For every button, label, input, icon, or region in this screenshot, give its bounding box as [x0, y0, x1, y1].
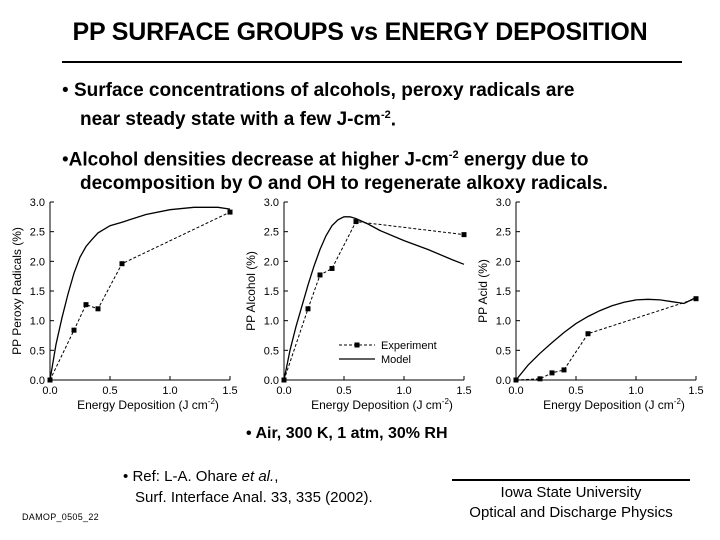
- experiment-point: [71, 327, 77, 333]
- legend-experiment-marker: [354, 342, 360, 348]
- reference-prefix: Ref: L-A. Ohare: [132, 468, 242, 485]
- y-tick-label: 2.5: [496, 227, 511, 239]
- experiment-point: [119, 261, 125, 267]
- y-tick-label: 3.0: [264, 197, 279, 209]
- y-tick-label: 0.5: [496, 345, 511, 357]
- experiment-line: [283, 221, 465, 381]
- x-tick-label: 0.5: [102, 385, 117, 397]
- x-tick-label: 1.5: [456, 385, 471, 397]
- y-axis-label: PP Peroxy Radicals (%): [10, 227, 24, 355]
- experiment-point: [305, 306, 311, 312]
- model-line: [283, 216, 465, 381]
- y-tick-label: 0.0: [30, 375, 45, 387]
- bullet-1-superscript: -2: [380, 109, 391, 121]
- title-underline: [62, 61, 682, 63]
- x-tick-label: 0.5: [568, 385, 583, 397]
- y-tick-label: 0.5: [264, 345, 279, 357]
- experiment-point: [561, 367, 567, 373]
- bullet-1-line-2: near steady state with a few J-cm: [80, 109, 381, 131]
- legend-experiment-label: Experiment: [381, 340, 437, 352]
- x-tick-label: 1.5: [688, 385, 703, 397]
- slide-code: DAMOP_0505_22: [22, 512, 99, 522]
- x-axis-label: Energy Deposition (J cm-2): [543, 397, 685, 412]
- x-axis-label: Energy Deposition (J cm-2): [311, 397, 453, 412]
- x-tick-label: 0.0: [42, 385, 57, 397]
- bullet-2-line-1: Alcohol densities decrease at higher J-c…: [68, 149, 449, 171]
- y-axis-label: PP Acid (%): [476, 259, 490, 323]
- experiment-point: [95, 306, 101, 312]
- bullet-1-line-1: Surface concentrations of alcohols, pero…: [73, 80, 575, 101]
- bullet-2-line-2: decomposition by O and OH to regenerate …: [80, 173, 608, 195]
- affiliation-university: Iowa State University: [500, 484, 642, 501]
- experiment-point: [353, 219, 359, 225]
- y-tick-label: 2.5: [30, 227, 45, 239]
- experiment-point: [329, 265, 335, 271]
- experiment-point: [585, 331, 591, 337]
- experiment-line: [515, 298, 697, 381]
- reference-etal: et al.: [241, 468, 275, 485]
- y-tick-label: 3.0: [496, 197, 511, 209]
- y-tick-label: 0.5: [30, 345, 45, 357]
- y-tick-label: 2.0: [496, 256, 511, 268]
- bullet-2-line-1-end: energy due to: [458, 149, 589, 171]
- experiment-point: [549, 370, 555, 376]
- y-tick-label: 1.5: [30, 286, 45, 298]
- x-tick-label: 0.0: [508, 385, 523, 397]
- affiliation-rule: [452, 479, 690, 481]
- experiment-point: [227, 209, 233, 215]
- bullet-steady-state: • Surface concentrations of alcohols, pe…: [62, 79, 574, 132]
- y-tick-label: 3.0: [30, 197, 45, 209]
- experiment-point: [537, 376, 543, 382]
- x-tick-label: 1.5: [222, 385, 237, 397]
- reference-suffix: ,: [274, 468, 279, 485]
- y-tick-label: 2.5: [264, 227, 279, 239]
- y-tick-label: 1.5: [264, 286, 279, 298]
- experiment-line: [49, 211, 231, 381]
- experiment-point: [693, 296, 699, 302]
- y-tick-label: 2.0: [30, 256, 45, 268]
- x-axis-label: Energy Deposition (J cm-2): [77, 397, 219, 412]
- y-axis-label: PP Alcohol (%): [244, 251, 258, 331]
- chart-peroxy-radicals: 0.0 0.5 1.0 1.5 2.0 2.5 3.0 0.0 0.5 1.0 1.5 PP Pero…: [10, 197, 238, 412]
- experiment-point: [317, 272, 323, 278]
- bullet-2-superscript: -2: [448, 149, 459, 161]
- x-tick-label: 1.0: [628, 385, 643, 397]
- x-tick-label: 1.0: [162, 385, 177, 397]
- y-tick-label: 0.0: [264, 375, 279, 387]
- y-tick-label: 1.5: [496, 286, 511, 298]
- legend-model-label: Model: [381, 354, 411, 366]
- conditions-note: • Air, 300 K, 1 atm, 30% RH: [246, 425, 448, 442]
- y-tick-label: 2.0: [264, 256, 279, 268]
- x-tick-label: 0.5: [336, 385, 351, 397]
- reference-journal: Surf. Interface Anal. 33, 335 (2002).: [135, 489, 373, 506]
- y-tick-label: 1.0: [496, 316, 511, 328]
- affiliation-group: Optical and Discharge Physics: [469, 504, 673, 521]
- slide-title: PP SURFACE GROUPS vs ENERGY DEPOSITION: [72, 18, 648, 46]
- chart-alcohol: 0.0 0.5 1.0 1.5 2.0 2.5 3.0 0.0 0.5 1.0 1.5 PP Alco…: [244, 197, 472, 412]
- reference-citation: • Ref: L-A. Ohare et al., Surf. Interfac…: [123, 466, 373, 508]
- reference-bullet: •: [123, 468, 129, 485]
- y-tick-label: 1.0: [264, 316, 279, 328]
- chart-acid: 0.0 0.5 1.0 1.5 2.0 2.5 3.0 0.0 0.5 1.0 1.5 PP Acid…: [476, 197, 704, 412]
- model-line: [49, 206, 231, 381]
- bullet-alcohol-decrease: •Alcohol densities decrease at higher J-…: [62, 143, 608, 196]
- bullet-dot: •: [62, 80, 69, 101]
- model-line: [515, 296, 697, 381]
- bullet-dot: •: [62, 149, 69, 171]
- experiment-point: [83, 302, 89, 308]
- x-tick-label: 1.0: [396, 385, 411, 397]
- experiment-point: [461, 232, 467, 238]
- bullet-1-end: .: [390, 109, 397, 131]
- x-tick-label: 0.0: [276, 385, 291, 397]
- y-tick-label: 1.0: [30, 316, 45, 328]
- y-tick-label: 0.0: [496, 375, 511, 387]
